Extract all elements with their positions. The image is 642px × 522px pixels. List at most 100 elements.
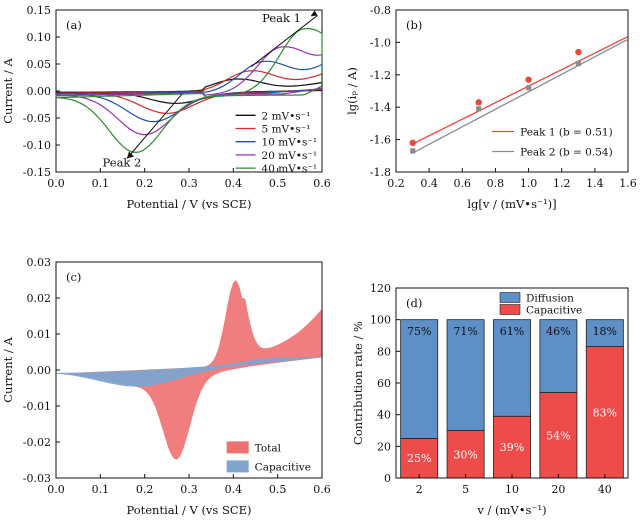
x-tick-label: 0.2	[136, 177, 154, 190]
y-tick-label: 0.05	[27, 58, 52, 71]
peak-2-annotation: Peak 2	[103, 156, 142, 170]
x-axis-label: v / (mV•s⁻¹)	[476, 503, 546, 517]
bar-label-capacitive: 25%	[407, 452, 431, 465]
bar-label-capacitive: 83%	[593, 406, 617, 419]
peak-1-annotation: Peak 1	[262, 11, 301, 25]
y-tick-label: -0.01	[23, 400, 51, 413]
legend-entry: Peak 1 (b = 0.51)	[520, 127, 613, 139]
y-tick-label: -0.8	[370, 4, 391, 17]
arrow-head-icon	[310, 10, 318, 17]
legend-entry: Diffusion	[526, 293, 574, 305]
x-tick-label: 0.1	[92, 177, 110, 190]
bar-label-diffusion: 61%	[500, 325, 524, 338]
arrow-head-icon	[126, 151, 134, 159]
data-point	[525, 76, 532, 83]
peak-1-arrow	[250, 15, 318, 68]
bar-label-diffusion: 18%	[593, 325, 617, 338]
x-tick-label: 0.3	[180, 177, 198, 190]
y-tick-label: 0.02	[27, 292, 52, 305]
bar-capacitive	[539, 392, 578, 479]
data-point	[410, 148, 416, 154]
x-tick-label: 0.4	[225, 483, 243, 496]
panel-d-stacked-bar: 25% 75% 2 30% 71% 5 39% 61% 10 54% 46% 20 83% 18% 40 0 2…	[351, 282, 629, 517]
peak-2-arrow	[126, 93, 183, 159]
x-tick-label: 0.0	[47, 177, 65, 190]
x-tick-label: 1.2	[553, 177, 571, 190]
bar-diffusion	[585, 319, 624, 347]
fit-line	[412, 38, 629, 154]
y-axis-label: Current / A	[1, 337, 15, 403]
panel-c-capacitive-separation: 0.0 0.1 0.2 0.3 0.4 0.5 0.6 -0.03 -0.02 -0.01 0.00…	[1, 256, 331, 517]
x-tick-label: 0.2	[136, 483, 154, 496]
bar-label-diffusion: 75%	[407, 325, 431, 338]
x-tick-label: 0.5	[269, 177, 287, 190]
legend-swatch	[226, 460, 249, 473]
x-tick-label: 5	[462, 483, 469, 496]
legend-entry: 20 mV•s⁻¹	[262, 150, 318, 162]
x-tick-label: 0.0	[47, 483, 65, 496]
bar-label-capacitive: 30%	[453, 448, 477, 461]
fit-line	[412, 35, 629, 145]
bar-capacitive	[585, 346, 624, 479]
legend-swatch	[226, 441, 249, 454]
bar-capacitive	[493, 415, 531, 479]
bar-label-diffusion: 46%	[546, 325, 570, 338]
bar-label-capacitive: 39%	[500, 441, 524, 454]
y-tick-label: 0.00	[27, 85, 52, 98]
x-tick-label: 0.1	[92, 483, 110, 496]
y-tick-label: -1.6	[370, 134, 391, 147]
bar-capacitive	[446, 430, 485, 479]
y-tick-label: -1.2	[370, 69, 391, 82]
y-tick-label: -1.8	[370, 166, 391, 179]
legend-entry: 40 mV•s⁻¹	[262, 163, 318, 175]
data-point	[525, 85, 532, 91]
y-tick-label: -0.10	[23, 139, 51, 152]
bar-diffusion	[446, 319, 485, 431]
y-tick-label: -0.03	[23, 472, 51, 485]
x-tick-label: 1.0	[520, 177, 538, 190]
y-tick-label: -1.0	[370, 36, 391, 49]
x-tick-label: 1.6	[619, 177, 637, 190]
x-tick-label: 1.4	[586, 177, 604, 190]
legend-swatch	[499, 304, 521, 315]
bar-label-capacitive: 54%	[546, 429, 570, 442]
x-tick-label: 0.3	[180, 483, 198, 496]
panel-label: (a)	[66, 18, 82, 32]
y-tick-label: 20	[377, 440, 391, 453]
y-tick-label: 0.15	[27, 4, 52, 17]
x-axis-label: Potential / V (vs SCE)	[126, 503, 251, 517]
bar-diffusion	[493, 319, 531, 417]
legend-entry: Peak 2 (b = 0.54)	[520, 147, 613, 159]
plot-frame	[395, 9, 629, 173]
x-tick-label: 0.6	[454, 177, 472, 190]
legend-entry: 10 mV•s⁻¹	[262, 137, 318, 149]
x-tick-label: 0.2	[387, 177, 405, 190]
y-axis-label: lg(iₚ / A)	[345, 67, 359, 115]
panel-label: (b)	[406, 18, 422, 32]
y-tick-label: 0.00	[27, 364, 52, 377]
x-tick-label: 40	[598, 483, 612, 496]
data-point	[575, 48, 582, 56]
cv-series-line	[55, 46, 323, 136]
y-tick-label: -0.02	[23, 436, 51, 449]
data-point	[575, 60, 582, 67]
y-tick-label: 0.10	[27, 31, 52, 44]
data-point	[409, 139, 416, 147]
y-tick-label: 60	[377, 377, 391, 390]
x-tick-label: 0.6	[313, 483, 331, 496]
data-point	[476, 106, 482, 112]
x-tick-label: 0.4	[420, 177, 438, 190]
y-axis-label: Current / A	[1, 58, 15, 124]
x-tick-label: 10	[505, 483, 519, 496]
y-tick-label: 0.01	[27, 328, 52, 341]
y-axis-label: Contribution rate / %	[351, 321, 365, 445]
panel-b-log-fit: 0.2 0.4 0.6 0.8 1.0 1.2 1.4 1.6 -1.8 -1.6 -1.4 -1.2…	[345, 4, 637, 211]
y-tick-label: -0.15	[23, 166, 51, 179]
legend-entry: Capacitive	[255, 461, 311, 473]
bar-diffusion	[400, 319, 439, 439]
x-axis-label: Potential / V (vs SCE)	[126, 197, 251, 211]
legend-entry: Capacitive	[526, 305, 582, 317]
bar-diffusion	[539, 319, 578, 393]
cv-series-line	[55, 27, 323, 154]
